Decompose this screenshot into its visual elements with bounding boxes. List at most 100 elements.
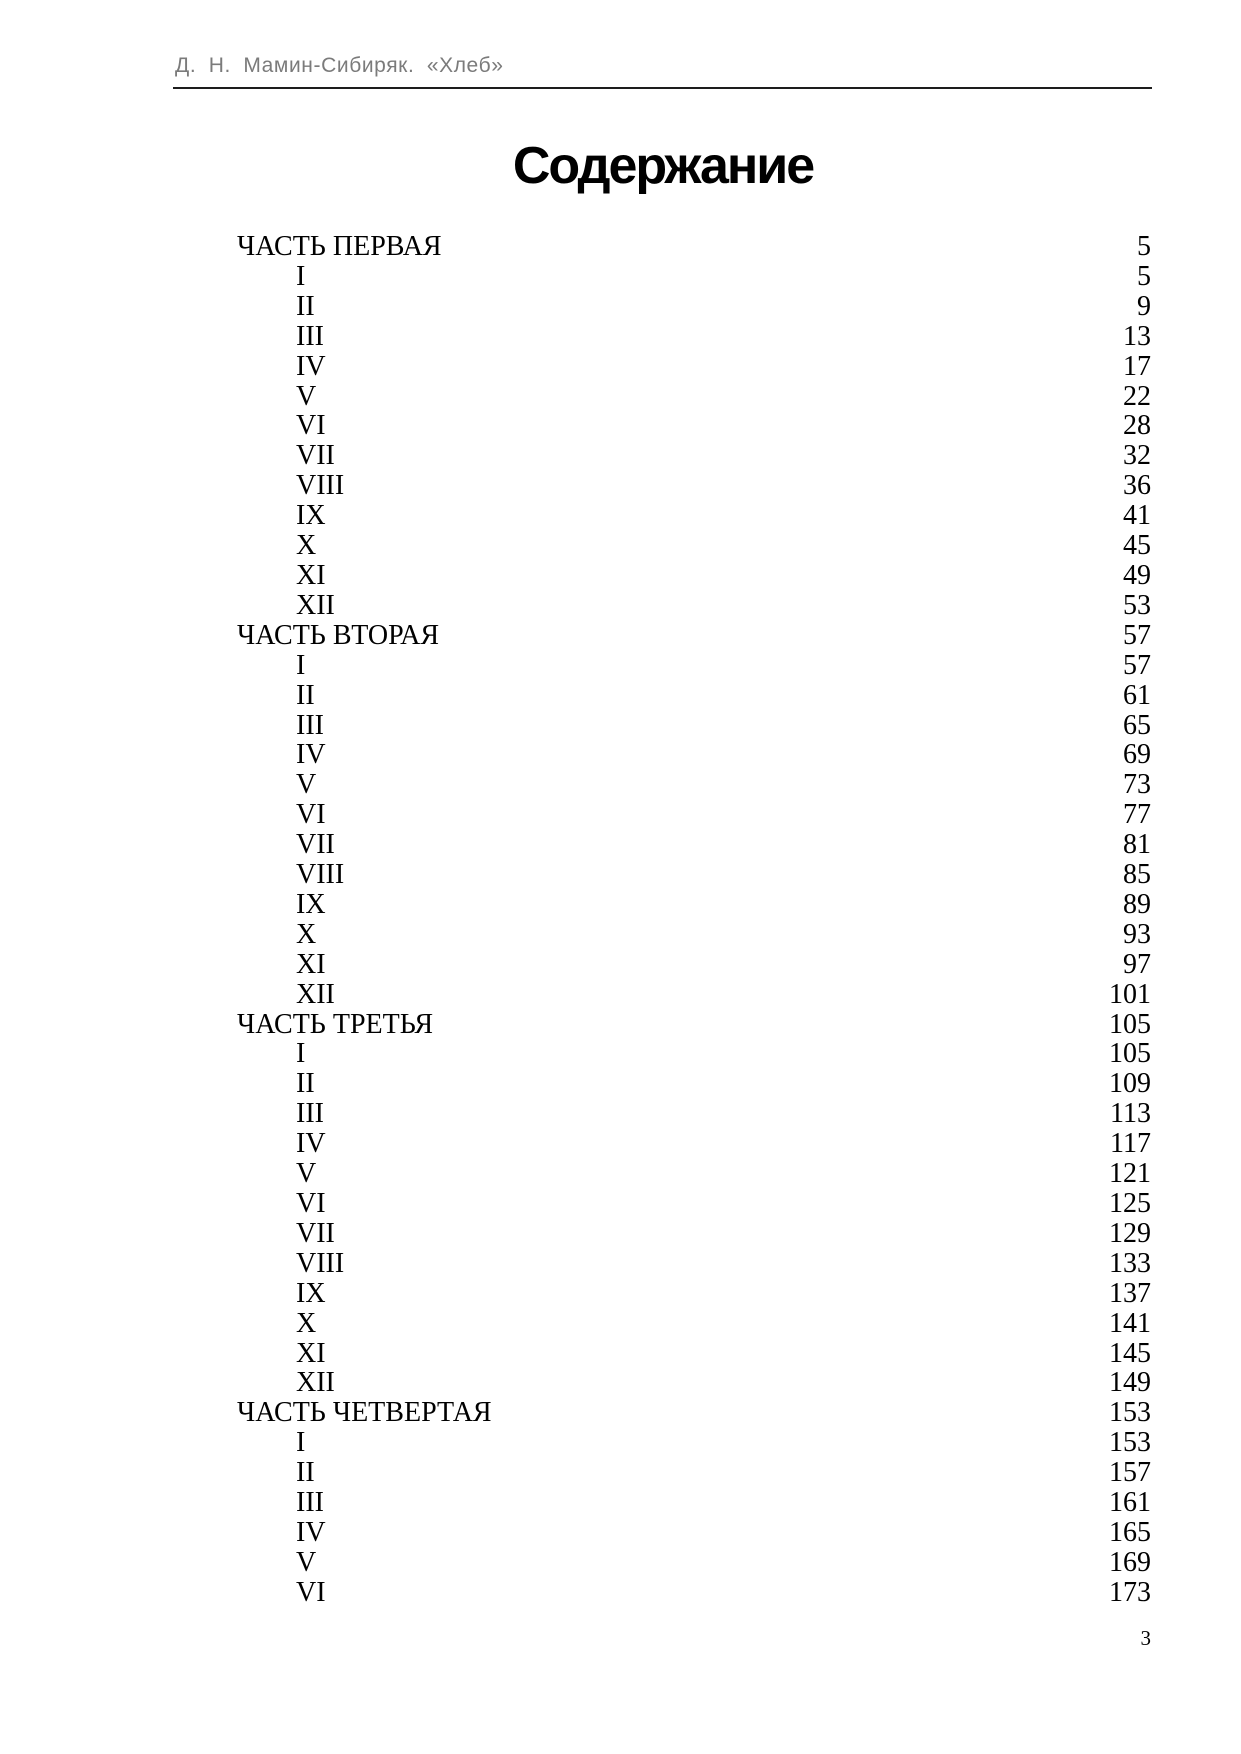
toc-chapter-label: XI: [296, 948, 326, 980]
toc-chapter-label: XII: [296, 589, 335, 621]
toc-chapter-page-number: 45: [1123, 530, 1151, 562]
toc-chapter-label: IV: [296, 1516, 326, 1548]
toc-chapter-page-number: 97: [1123, 948, 1151, 980]
toc-chapter-row: III 13: [175, 321, 1151, 352]
toc-part-label: ЧАСТЬ ТРЕТЬЯ: [237, 1008, 434, 1040]
toc-chapter-page-number: 117: [1110, 1128, 1151, 1160]
toc-chapter-row: V 73: [175, 770, 1151, 800]
toc-chapter-label: VI: [296, 1188, 326, 1219]
toc-chapter-row: XI 145: [175, 1337, 1151, 1369]
toc-chapter-page-number: 5: [1137, 260, 1151, 292]
toc-chapter-label: II: [296, 1068, 315, 1100]
toc-chapter-label: VI: [296, 410, 326, 442]
toc-chapter-row: II 157: [175, 1458, 1151, 1488]
toc-chapter-row: I 105: [175, 1039, 1151, 1069]
toc-chapter-row: XI 49: [175, 561, 1151, 591]
toc-chapter-row: XII 149: [175, 1368, 1151, 1398]
toc-chapter-label: XII: [296, 1367, 335, 1399]
toc-chapter-label: X: [296, 530, 317, 562]
toc-chapter-page-number: 133: [1109, 1247, 1151, 1279]
toc-chapter-page-number: 32: [1123, 440, 1151, 472]
toc-part-label: ЧАСТЬ ЧЕТВЕРТАЯ: [237, 1397, 492, 1429]
toc-chapter-label: II: [296, 1457, 315, 1489]
toc-chapter-row: VII 32: [175, 441, 1151, 471]
toc-chapter-row: IV 69: [175, 740, 1151, 770]
toc-chapter-row: VI 173: [175, 1576, 1151, 1608]
toc-chapter-page-number: 85: [1123, 859, 1151, 891]
toc-chapter-row: VIII 133: [175, 1247, 1151, 1279]
toc-chapter-row: V 121: [175, 1159, 1151, 1189]
toc-chapter-label: XI: [296, 1337, 326, 1369]
toc-chapter-row: III 113: [175, 1099, 1151, 1129]
toc-chapter-page-number: 173: [1109, 1576, 1151, 1608]
toc-chapter-row: IX 41: [175, 501, 1151, 531]
toc-chapter-page-number: 89: [1123, 888, 1151, 920]
toc-chapter-row: I 153: [175, 1428, 1151, 1458]
toc-chapter-label: IV: [296, 350, 326, 382]
toc-chapter-row: VI 77: [175, 800, 1151, 830]
toc-chapter-page-number: 153: [1109, 1427, 1151, 1459]
toc-part-page-number: 153: [1109, 1397, 1151, 1429]
toc-chapter-page-number: 101: [1109, 978, 1151, 1010]
header-rule: [173, 87, 1152, 89]
toc-chapter-label: VII: [296, 440, 335, 472]
toc-chapter-label: III: [296, 709, 324, 741]
toc-chapter-page-number: 22: [1123, 380, 1151, 412]
toc-chapter-page-number: 9: [1137, 290, 1151, 322]
toc-chapter-page-number: 57: [1123, 649, 1151, 681]
toc-chapter-label: I: [296, 260, 306, 292]
toc-chapter-label: IX: [296, 888, 326, 920]
toc-part-row: ЧАСТЬ ТРЕТЬЯ 105: [175, 1008, 1151, 1040]
toc-chapter-row: III 65: [175, 709, 1151, 741]
toc-chapter-label: IX: [296, 1277, 326, 1309]
toc-chapter-label: IX: [296, 500, 326, 532]
toc-part-label: ЧАСТЬ ПЕРВАЯ: [237, 231, 442, 262]
toc-chapter-page-number: 129: [1109, 1217, 1151, 1249]
toc-chapter-page-number: 109: [1109, 1068, 1151, 1100]
toc-chapter-row: X 45: [175, 531, 1151, 561]
toc-chapter-label: VII: [296, 1217, 335, 1249]
toc-part-label: ЧАСТЬ ВТОРАЯ: [237, 619, 440, 651]
toc-chapter-page-number: 149: [1109, 1367, 1151, 1399]
toc-part-page-number: 105: [1109, 1008, 1151, 1040]
toc-part-page-number: 5: [1137, 231, 1151, 262]
toc-chapter-row: VIII 85: [175, 860, 1151, 890]
toc-chapter-row: V 22: [175, 380, 1151, 412]
toc-chapter-page-number: 137: [1109, 1277, 1151, 1309]
toc-chapter-row: V 169: [175, 1546, 1151, 1578]
toc-chapter-row: IV 17: [175, 350, 1151, 382]
toc-chapter-page-number: 125: [1109, 1188, 1151, 1219]
toc-chapter-page-number: 41: [1123, 500, 1151, 532]
toc-chapter-label: II: [296, 290, 315, 322]
toc-chapter-page-number: 165: [1109, 1516, 1151, 1548]
toc-chapter-page-number: 141: [1109, 1307, 1151, 1339]
toc-chapter-row: XII 53: [175, 589, 1151, 621]
toc-chapter-page-number: 169: [1109, 1546, 1151, 1578]
toc-chapter-page-number: 93: [1123, 918, 1151, 950]
toc-chapter-label: III: [296, 1098, 324, 1130]
running-header: Д. Н. Мамин-Сибиряк. «Хлеб»: [175, 54, 504, 77]
toc-part-row: ЧАСТЬ ПЕРВАЯ 5: [175, 232, 1151, 262]
toc-chapter-row: XI 97: [175, 948, 1151, 980]
toc-chapter-label: VII: [296, 829, 335, 861]
toc-chapter-row: VII 81: [175, 830, 1151, 860]
toc-chapter-label: I: [296, 649, 306, 681]
toc-chapter-label: V: [296, 1546, 317, 1578]
toc-chapter-label: XI: [296, 559, 326, 591]
toc-chapter-page-number: 77: [1123, 799, 1151, 831]
toc-chapter-page-number: 17: [1123, 350, 1151, 382]
toc-chapter-label: V: [296, 380, 317, 412]
toc-chapter-label: I: [296, 1038, 306, 1070]
toc-chapter-row: II 9: [175, 290, 1151, 322]
toc-chapter-row: X 93: [175, 918, 1151, 950]
toc-part-row: ЧАСТЬ ВТОРАЯ 57: [175, 619, 1151, 651]
toc-chapter-label: III: [296, 1487, 324, 1519]
toc-chapter-row: VI 28: [175, 411, 1151, 441]
toc-chapter-page-number: 61: [1123, 679, 1151, 711]
toc-chapter-row: I 5: [175, 260, 1151, 292]
toc-chapter-row: IX 137: [175, 1277, 1151, 1309]
toc-chapter-label: I: [296, 1427, 306, 1459]
toc-chapter-page-number: 65: [1123, 709, 1151, 741]
toc-chapter-label: VI: [296, 1576, 326, 1608]
